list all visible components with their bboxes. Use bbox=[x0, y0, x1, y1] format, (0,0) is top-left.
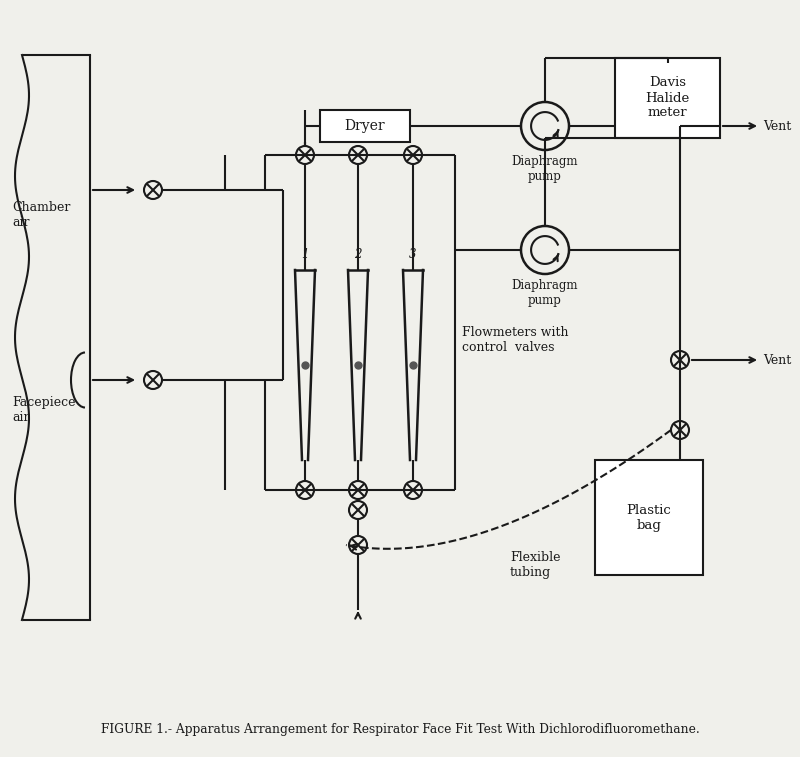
Text: 2: 2 bbox=[354, 248, 362, 261]
Text: Flowmeters with
control  valves: Flowmeters with control valves bbox=[462, 326, 569, 354]
Text: 1: 1 bbox=[302, 248, 309, 261]
Text: Facepiece
air: Facepiece air bbox=[12, 396, 75, 424]
Bar bbox=[595, 460, 703, 575]
Text: Chamber
air: Chamber air bbox=[12, 201, 70, 229]
Text: Flexible
tubing: Flexible tubing bbox=[510, 551, 561, 579]
Bar bbox=[320, 110, 410, 142]
Text: Plastic
bag: Plastic bag bbox=[626, 503, 671, 531]
Text: Davis
Halide
meter: Davis Halide meter bbox=[646, 76, 690, 120]
Text: Diaphragm
pump: Diaphragm pump bbox=[512, 279, 578, 307]
Text: Vent: Vent bbox=[763, 354, 791, 366]
Text: Dryer: Dryer bbox=[345, 119, 386, 133]
Text: 3: 3 bbox=[410, 248, 417, 261]
Text: Vent: Vent bbox=[763, 120, 791, 132]
Bar bbox=[615, 58, 720, 138]
Text: FIGURE 1.- Apparatus Arrangement for Respirator Face Fit Test With Dichlorodiflu: FIGURE 1.- Apparatus Arrangement for Res… bbox=[101, 724, 699, 737]
Text: Diaphragm
pump: Diaphragm pump bbox=[512, 155, 578, 183]
